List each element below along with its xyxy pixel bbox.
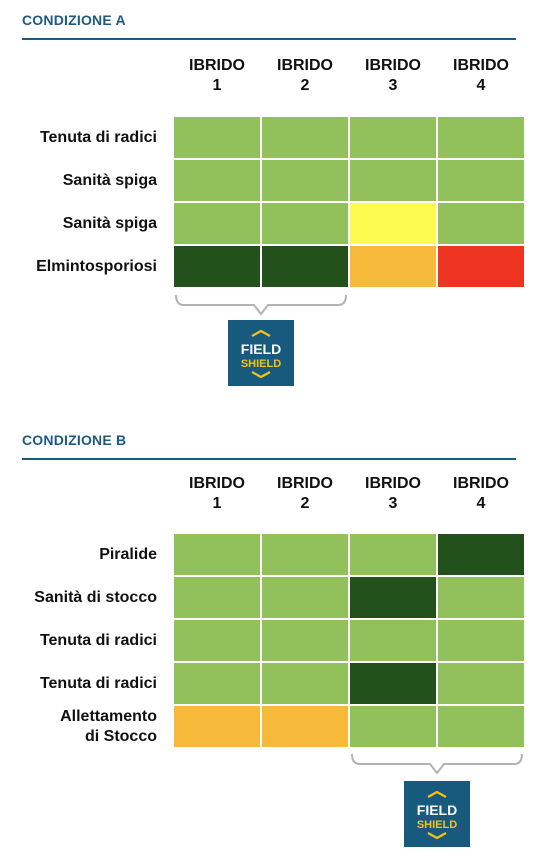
logo-text-field: FIELD — [417, 802, 457, 818]
rating-cell — [262, 117, 348, 158]
rating-cell — [438, 577, 524, 618]
shield-icon — [427, 790, 447, 840]
column-header-number: 4 — [476, 495, 486, 512]
rating-cell — [174, 160, 260, 201]
column-header-name: IBRIDO — [365, 57, 421, 74]
logo-text-shield: SHIELD — [241, 358, 281, 370]
row-label: Tenuta di radici — [39, 128, 157, 146]
row-label: Allettamento di Stocco — [60, 707, 157, 745]
rating-cell — [262, 706, 348, 747]
rating-cell — [350, 577, 436, 618]
column-header-number: 2 — [300, 77, 310, 94]
rating-cell — [262, 160, 348, 201]
column-header-number: 4 — [476, 77, 486, 94]
rating-cell — [174, 663, 260, 704]
row-label: Sanità spiga — [62, 171, 157, 189]
rating-cell — [262, 203, 348, 244]
rating-cell — [438, 620, 524, 661]
rating-cell — [174, 620, 260, 661]
section-divider — [22, 458, 516, 460]
rating-cell — [438, 534, 524, 575]
column-header-name: IBRIDO — [277, 475, 333, 492]
rating-cell — [350, 160, 436, 201]
section-title: CONDIZIONE B — [22, 432, 127, 448]
row-label: Piralide — [99, 545, 157, 563]
column-header-name: IBRIDO — [189, 475, 245, 492]
row-label: Sanità spiga — [62, 214, 157, 232]
row-label: Elmintosporiosi — [36, 257, 157, 275]
rating-cell — [262, 246, 348, 287]
column-header-number: 2 — [300, 495, 310, 512]
rating-cell — [350, 246, 436, 287]
section-title: CONDIZIONE A — [22, 12, 126, 28]
row-label: Tenuta di radici — [39, 674, 157, 692]
column-header-number: 3 — [388, 77, 398, 94]
logo-text-shield: SHIELD — [417, 819, 457, 831]
rating-cell — [174, 577, 260, 618]
section-divider — [22, 38, 516, 40]
column-header: IBRIDO 3 — [350, 474, 436, 514]
column-header-number: 1 — [212, 495, 222, 512]
column-header-name: IBRIDO — [453, 475, 509, 492]
column-header: IBRIDO 4 — [438, 56, 524, 96]
rating-cell — [174, 706, 260, 747]
group-bracket — [175, 294, 347, 316]
shield-icon — [251, 329, 271, 379]
rating-cell — [438, 117, 524, 158]
rating-cell — [438, 246, 524, 287]
rating-cell — [262, 534, 348, 575]
column-header-name: IBRIDO — [189, 57, 245, 74]
rating-cell — [262, 577, 348, 618]
rating-cell — [350, 534, 436, 575]
row-label: Tenuta di radici — [39, 631, 157, 649]
rating-cell — [350, 117, 436, 158]
rating-cell — [262, 663, 348, 704]
rating-cell — [174, 246, 260, 287]
row-label: Sanità di stocco — [34, 588, 157, 606]
rating-cell — [438, 203, 524, 244]
rating-cell — [350, 663, 436, 704]
column-header: IBRIDO 3 — [350, 56, 436, 96]
column-header-name: IBRIDO — [277, 57, 333, 74]
column-header-name: IBRIDO — [365, 475, 421, 492]
column-header: IBRIDO 2 — [262, 56, 348, 96]
column-header: IBRIDO 1 — [174, 56, 260, 96]
column-header: IBRIDO 1 — [174, 474, 260, 514]
column-header-number: 3 — [388, 495, 398, 512]
rating-cell — [174, 117, 260, 158]
rating-cell — [438, 663, 524, 704]
column-header: IBRIDO 2 — [262, 474, 348, 514]
column-header-number: 1 — [212, 77, 222, 94]
rating-cell — [438, 706, 524, 747]
column-header-name: IBRIDO — [453, 57, 509, 74]
rating-cell — [350, 203, 436, 244]
rating-cell — [438, 160, 524, 201]
group-bracket — [351, 753, 523, 775]
rating-cell — [174, 203, 260, 244]
column-header: IBRIDO 4 — [438, 474, 524, 514]
rating-cell — [350, 706, 436, 747]
rating-cell — [174, 534, 260, 575]
rating-cell — [350, 620, 436, 661]
rating-cell — [262, 620, 348, 661]
logo-text-field: FIELD — [241, 341, 281, 357]
